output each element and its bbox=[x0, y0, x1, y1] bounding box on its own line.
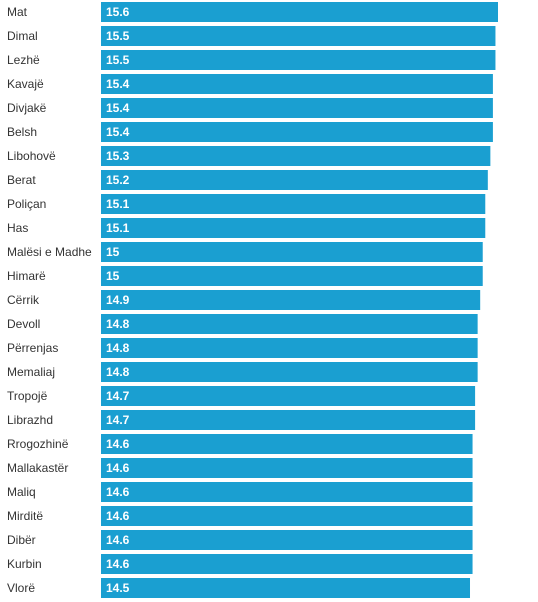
bar-value-label: 15.2 bbox=[106, 173, 130, 187]
bar bbox=[101, 530, 473, 550]
category-label: Dimal bbox=[7, 29, 38, 43]
category-label: Dibër bbox=[7, 533, 36, 547]
bar bbox=[101, 194, 486, 214]
bar-value-label: 15.4 bbox=[106, 77, 130, 91]
bar-value-label: 14.6 bbox=[106, 533, 130, 547]
bar bbox=[101, 434, 473, 454]
bar bbox=[101, 362, 478, 382]
bar-value-label: 15.6 bbox=[106, 5, 130, 19]
bar-value-label: 15.1 bbox=[106, 221, 130, 235]
bar bbox=[101, 506, 473, 526]
category-label: Malësi e Madhe bbox=[7, 245, 92, 259]
category-label: Mat bbox=[7, 5, 28, 19]
category-label: Kavajë bbox=[7, 77, 44, 91]
bar-value-label: 15.4 bbox=[106, 101, 130, 115]
bar-value-label: 14.6 bbox=[106, 557, 130, 571]
bar-value-label: 14.7 bbox=[106, 413, 130, 427]
bar bbox=[101, 314, 478, 334]
bar bbox=[101, 410, 476, 430]
category-label: Divjakë bbox=[7, 101, 47, 115]
bar bbox=[101, 74, 493, 94]
bar bbox=[101, 290, 481, 310]
category-label: Vlorë bbox=[7, 581, 35, 595]
bar bbox=[101, 242, 483, 262]
category-label: Lezhë bbox=[7, 53, 40, 67]
bar bbox=[101, 218, 486, 238]
category-label: Maliq bbox=[7, 485, 36, 499]
bar-value-label: 15.5 bbox=[106, 53, 130, 67]
bar-value-label: 14.6 bbox=[106, 485, 130, 499]
category-label: Rrogozhinë bbox=[7, 437, 69, 451]
bar bbox=[101, 554, 473, 574]
category-label: Libohovë bbox=[7, 149, 56, 163]
category-label: Belsh bbox=[7, 125, 37, 139]
bar bbox=[101, 482, 473, 502]
category-label: Cërrik bbox=[7, 293, 40, 307]
bar-value-label: 15.5 bbox=[106, 29, 130, 43]
bar-value-label: 14.8 bbox=[106, 317, 130, 331]
bar bbox=[101, 458, 473, 478]
bar-value-label: 15.3 bbox=[106, 149, 130, 163]
category-label: Librazhd bbox=[7, 413, 53, 427]
bar-value-label: 14.6 bbox=[106, 461, 130, 475]
bar bbox=[101, 578, 471, 598]
bar bbox=[101, 2, 498, 22]
bar-value-label: 14.8 bbox=[106, 365, 130, 379]
category-label: Has bbox=[7, 221, 28, 235]
category-label: Mirditë bbox=[7, 509, 43, 523]
bar-value-label: 15.1 bbox=[106, 197, 130, 211]
bar bbox=[101, 50, 496, 70]
category-label: Përrenjas bbox=[7, 341, 58, 355]
category-label: Berat bbox=[7, 173, 36, 187]
bar bbox=[101, 122, 493, 142]
bar bbox=[101, 386, 476, 406]
bar bbox=[101, 98, 493, 118]
bar bbox=[101, 266, 483, 286]
category-label: Himarë bbox=[7, 269, 46, 283]
category-label: Tropojë bbox=[7, 389, 48, 403]
bar-value-label: 14.6 bbox=[106, 509, 130, 523]
bar-value-label: 14.5 bbox=[106, 581, 130, 595]
category-label: Devoll bbox=[7, 317, 40, 331]
bar-value-label: 15 bbox=[106, 269, 120, 283]
category-label: Memaliaj bbox=[7, 365, 55, 379]
bar-value-label: 14.8 bbox=[106, 341, 130, 355]
bar-value-label: 14.7 bbox=[106, 389, 130, 403]
bar-value-label: 14.9 bbox=[106, 293, 130, 307]
category-label: Mallakastër bbox=[7, 461, 68, 475]
bar bbox=[101, 146, 491, 166]
bar bbox=[101, 170, 488, 190]
bar bbox=[101, 26, 496, 46]
bar-value-label: 15.4 bbox=[106, 125, 130, 139]
bar bbox=[101, 338, 478, 358]
category-label: Poliçan bbox=[7, 197, 46, 211]
bar-value-label: 14.6 bbox=[106, 437, 130, 451]
bar-value-label: 15 bbox=[106, 245, 120, 259]
category-label: Kurbin bbox=[7, 557, 42, 571]
